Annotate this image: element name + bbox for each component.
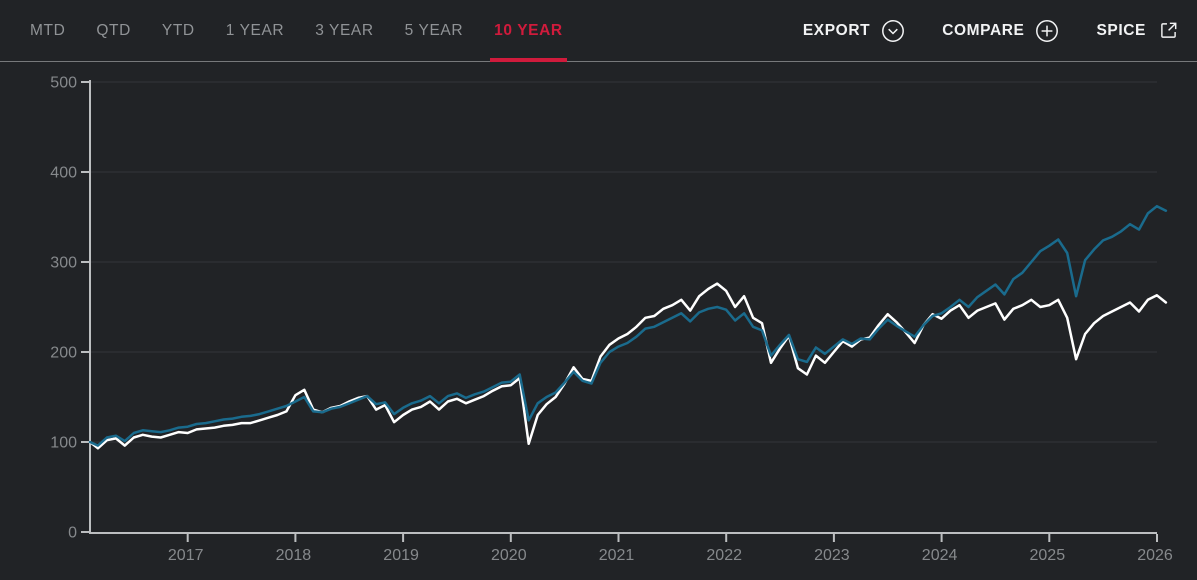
tab-5-year[interactable]: 5 YEAR xyxy=(404,21,464,39)
spice-button-label: SPICE xyxy=(1096,21,1146,39)
export-button[interactable]: EXPORT xyxy=(803,19,905,43)
gridlines xyxy=(90,81,1157,443)
x-tick-label: 2018 xyxy=(276,547,312,564)
chevron-down-circle-icon xyxy=(881,19,905,43)
tab-10-year[interactable]: 10 YEAR xyxy=(490,0,567,62)
y-tick-label: 500 xyxy=(50,75,77,92)
tab-1-year[interactable]: 1 YEAR xyxy=(225,21,285,39)
y-tick-label: 200 xyxy=(50,345,77,362)
tab-3-year[interactable]: 3 YEAR xyxy=(315,21,374,39)
compare-button-label: COMPARE xyxy=(942,21,1025,39)
x-tick-label: 2021 xyxy=(599,547,635,564)
toolbar-actions: EXPORT COMPARE SPICE xyxy=(803,0,1180,61)
spice-button[interactable]: SPICE xyxy=(1096,19,1180,42)
external-link-icon xyxy=(1157,19,1180,42)
x-tick-label: 2026 xyxy=(1137,547,1173,564)
range-tab-bar: MTD QTD YTD 1 YEAR 3 YEAR 5 YEAR 10 YEAR xyxy=(30,0,567,62)
x-tick-label: 2017 xyxy=(168,547,204,564)
y-tick-label: 400 xyxy=(50,165,77,182)
export-button-label: EXPORT xyxy=(802,21,871,39)
series-teal-line xyxy=(88,204,1168,447)
x-tick-label: 2024 xyxy=(922,547,958,564)
tab-qtd[interactable]: QTD xyxy=(96,21,131,39)
x-axis-ticks: 2017 2018 2019 2020 2021 2022 2023 2024 2025 2026 xyxy=(168,534,1173,564)
y-axis-ticks: 0 100 200 300 400 500 xyxy=(50,75,89,542)
y-tick-label: 300 xyxy=(50,255,77,272)
axes xyxy=(89,80,1157,534)
x-tick-label: 2020 xyxy=(491,547,527,564)
x-tick-label: 2023 xyxy=(814,547,850,564)
toolbar: MTD QTD YTD 1 YEAR 3 YEAR 5 YEAR 10 YEAR EXPOR… xyxy=(0,0,1197,62)
series-white-line xyxy=(88,282,1168,450)
y-tick-label: 0 xyxy=(68,525,77,542)
y-tick-label: 100 xyxy=(50,435,77,452)
x-tick-label: 2025 xyxy=(1030,547,1066,564)
tab-mtd[interactable]: MTD xyxy=(30,21,66,39)
x-tick-label: 2022 xyxy=(706,547,742,564)
tab-ytd[interactable]: YTD xyxy=(161,21,195,39)
plus-circle-icon xyxy=(1035,19,1059,43)
compare-button[interactable]: COMPARE xyxy=(942,19,1059,43)
x-tick-label: 2019 xyxy=(383,547,419,564)
